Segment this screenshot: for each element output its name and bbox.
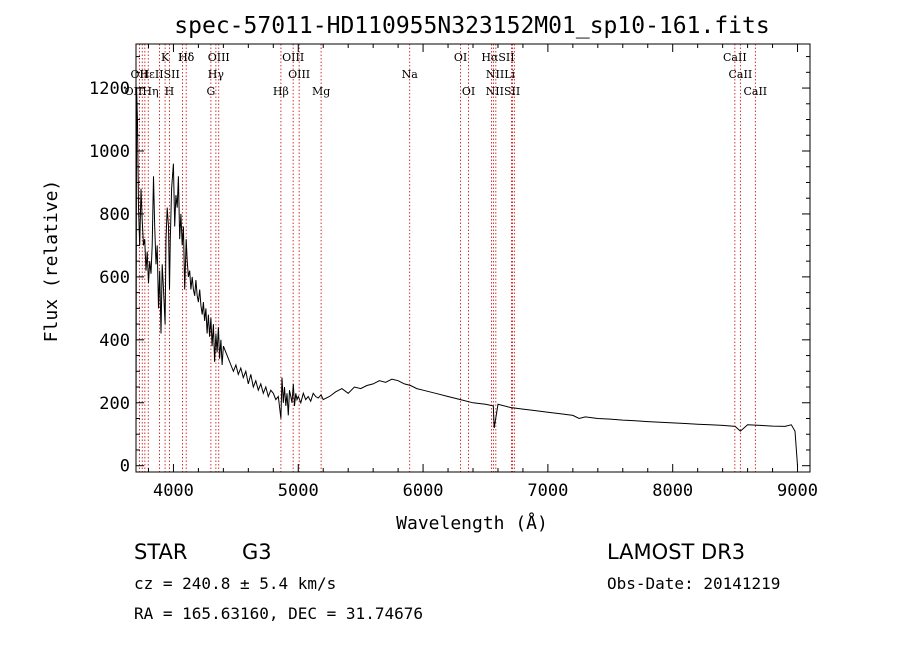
- spectral-line-label: NIISII: [486, 85, 521, 98]
- spectral-line-label: Hβ: [273, 85, 289, 98]
- spectral-line-label: OI: [454, 51, 467, 64]
- observation-date: Obs-Date: 20141219: [607, 574, 781, 593]
- spectral-line-label: HεIISII: [140, 68, 180, 81]
- y-tick-label: 800: [99, 205, 130, 225]
- x-tick-label: 6000: [403, 481, 444, 501]
- y-tick-label: 400: [99, 331, 130, 351]
- survey-name: LAMOST DR3: [607, 540, 746, 564]
- spectral-line-label: CaII: [729, 68, 753, 81]
- spectral-line-label: K: [161, 51, 170, 64]
- x-tick-label: 5000: [278, 481, 319, 501]
- spectral-line-label: HαSII: [481, 51, 514, 64]
- spectral-line-label: OI: [462, 85, 475, 98]
- y-tick-label: 0: [120, 457, 130, 477]
- plot-frame: [135, 43, 811, 473]
- spectral-line-label: Mg: [312, 85, 330, 98]
- spectrum-series: [135, 88, 798, 466]
- spectral-line-label: Hδ: [178, 51, 195, 64]
- spectral-line-label: Na: [402, 68, 419, 81]
- spectral-line-label: Hδ: [178, 51, 195, 64]
- y-axis-label: Flux (relative): [41, 180, 62, 343]
- y-tick-label: 600: [99, 268, 130, 288]
- x-tick-label: 7000: [527, 481, 568, 501]
- spectral-line-label: H: [165, 85, 175, 98]
- x-tick-label: 9000: [777, 481, 818, 501]
- object-class: STAR: [134, 540, 188, 564]
- spectral-line-label: OII: [131, 68, 149, 81]
- spectral-line-label: OIII: [282, 51, 304, 64]
- spectral-line-label: Hγ: [208, 68, 225, 81]
- x-tick-label: 4000: [153, 481, 194, 501]
- spectral-line-label: G: [206, 85, 215, 98]
- x-tick-label: 8000: [652, 481, 693, 501]
- y-tick-label: 1200: [89, 79, 130, 99]
- y-tick-label: 1000: [89, 142, 130, 162]
- redshift-cz: cz = 240.8 ± 5.4 km/s: [134, 574, 337, 593]
- spectral-line-label: CaII: [743, 85, 767, 98]
- x-axis-label: Wavelength (Å): [396, 512, 548, 534]
- object-subclass: G3: [242, 540, 272, 564]
- spectral-line-label: CaII: [723, 51, 747, 64]
- spectral-line-label: OIII: [288, 68, 310, 81]
- spectral-line-label: OIIHη: [125, 85, 159, 98]
- spectral-line-label: NIILi: [486, 68, 516, 81]
- chart-title: spec-57011-HD110955N323152M01_sp10-161.f…: [174, 13, 769, 39]
- spectral-line-label: OIII: [208, 51, 230, 64]
- axes: 4000 5000 6000 7000 8000 9000 0 200 400 600 800 100…: [89, 44, 818, 501]
- spectral-lines: [138, 44, 756, 472]
- y-tick-label: 200: [99, 394, 130, 414]
- coordinates: RA = 165.63160, DEC = 31.74676: [134, 604, 423, 623]
